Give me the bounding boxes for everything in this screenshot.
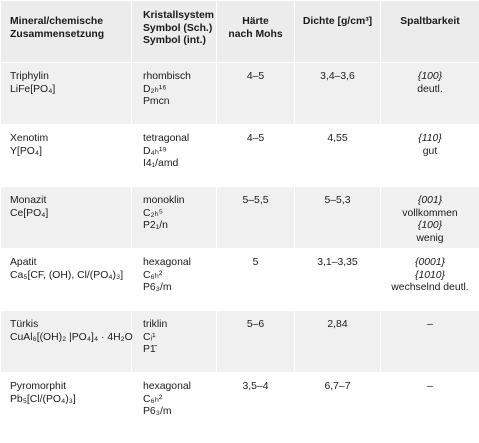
symbol-international: I4₁/amd [143, 158, 179, 170]
haerte-value: 5 [252, 257, 259, 268]
spaltbarkeit-cell: {100} deutl. [380, 62, 479, 125]
haerte-cell: 5 [216, 248, 295, 311]
header-spaltbarkeit: Spaltbarkeit [380, 0, 479, 63]
header-row: Mineral/chemische Zusammensetzung Krista… [0, 0, 479, 63]
kristallsystem: tetragonal [143, 133, 190, 144]
table-row: Triphylin LiFe[PO₄] rhombisch D₂ₕ¹⁶ Pmcn 4–5 3… [0, 62, 479, 125]
spaltbarkeit-plane: {0001} [414, 257, 446, 268]
spaltbarkeit-cell: – [380, 372, 479, 435]
kristallsystem: rhombisch [143, 71, 191, 82]
spaltbarkeit-text: – [427, 319, 433, 330]
mineral-cell: Pyromorphit Pb₅[Cl/(PO₄)₃] [0, 372, 132, 435]
mineral-formula: Ce[PO₄] [10, 207, 49, 219]
table-row: Türkis CuAl₆[(OH)₂ |PO₄]₄ · 4H₂O triklin Cᵢ… [0, 310, 479, 373]
header-haerte: Härte nach Mohs [216, 0, 295, 63]
dichte-cell: 3,1–3,35 [294, 248, 381, 311]
symbol-schoenflies: C₆ₕ² [143, 269, 163, 281]
spaltbarkeit-text: wenig [416, 232, 444, 244]
spaltbarkeit-plane: {110} [418, 133, 442, 144]
kristallsystem: hexagonal [143, 381, 191, 392]
haerte-value: 4–5 [246, 133, 265, 144]
mineral-cell: Apatit Ca₅[CF, (OH), Cl/(PO₄)₃] [0, 248, 132, 311]
symbol-international: P2₁/n [143, 220, 168, 232]
mineral-name: Triphylin [10, 71, 49, 82]
dichte-cell: 3,4–3,6 [294, 62, 381, 125]
mineral-formula: CuAl₆[(OH)₂ |PO₄]₄ · 4H₂O [10, 331, 133, 343]
mineral-cell: Türkis CuAl₆[(OH)₂ |PO₄]₄ · 4H₂O [0, 310, 133, 373]
dichte-value: 6,7–7 [324, 381, 351, 392]
spaltbarkeit-text: gut [422, 145, 438, 157]
kristallsystem: monoklin [143, 195, 185, 206]
header-dichte: Dichte [g/cm³] [294, 0, 381, 63]
header-mineral: Mineral/chemische Zusammensetzung [0, 0, 132, 63]
kristallsystem-cell: tetragonal D₄ₕ¹⁹ I4₁/amd [131, 124, 217, 187]
table-row: Apatit Ca₅[CF, (OH), Cl/(PO₄)₃] hexagonal C… [0, 248, 479, 311]
haerte-value: 3,5–4 [242, 381, 269, 392]
kristallsystem: hexagonal [143, 257, 191, 268]
mineral-name: Pyromorphit [10, 381, 67, 392]
mineral-formula: Y[PO₄] [10, 145, 42, 157]
spaltbarkeit-text: deutl. [417, 83, 443, 95]
mineral-formula: Pb₅[Cl/(PO₄)₃] [10, 393, 76, 405]
kristallsystem-cell: hexagonal C₆ₕ² P6₃/m [131, 372, 217, 435]
symbol-schoenflies: C₂ₕ⁵ [143, 207, 164, 219]
symbol-schoenflies: D₂ₕ¹⁶ [143, 83, 167, 95]
kristallsystem-cell: hexagonal C₆ₕ² P6₃/m [131, 248, 217, 311]
dichte-value: 2,84 [327, 319, 348, 330]
spaltbarkeit-cell: {001} vollkommen {100} wenig [380, 186, 479, 249]
mineral-formula: LiFe[PO₄] [10, 83, 56, 95]
kristallsystem-cell: rhombisch D₂ₕ¹⁶ Pmcn [131, 62, 217, 125]
mineral-name: Monazit [10, 195, 47, 206]
spaltbarkeit-plane: {100} [417, 220, 443, 232]
mineral-name: Xenotim [10, 133, 49, 144]
spaltbarkeit-cell: {110} gut [380, 124, 479, 187]
haerte-value: 5–6 [246, 319, 265, 330]
haerte-value: 5–5,5 [242, 195, 269, 206]
kristallsystem-cell: triklin Cᵢ¹ P1̄ [131, 310, 217, 373]
dichte-cell: 5–5,3 [294, 186, 381, 249]
mineral-formula: Ca₅[CF, (OH), Cl/(PO₄)₃] [10, 269, 124, 281]
spaltbarkeit-text: – [427, 381, 433, 392]
header-kristallsystem: Kristallsystem Symbol (Sch.) Symbol (int… [131, 0, 217, 63]
haerte-value: 4–5 [246, 71, 265, 82]
symbol-schoenflies: Cᵢ¹ [143, 331, 156, 343]
symbol-international: P6₃/m [143, 282, 172, 294]
spaltbarkeit-plane: {1010} [414, 269, 446, 281]
spaltbarkeit-text: vollkommen [402, 207, 458, 219]
symbol-schoenflies: D₄ₕ¹⁹ [143, 145, 167, 157]
mineral-cell: Xenotim Y[PO₄] [0, 124, 132, 187]
symbol-international: Pmcn [143, 96, 170, 108]
symbol-international: P6₃/m [143, 406, 172, 418]
haerte-cell: 3,5–4 [216, 372, 295, 435]
haerte-cell: 4–5 [216, 124, 295, 187]
table-row: Pyromorphit Pb₅[Cl/(PO₄)₃] hexagonal C₆ₕ² P6… [0, 372, 479, 435]
table-row: Monazit Ce[PO₄] monoklin C₂ₕ⁵ P2₁/n 5–5,5 5–5,… [0, 186, 479, 249]
spaltbarkeit-text: wechselnd deutl. [391, 282, 469, 294]
mineral-cell: Triphylin LiFe[PO₄] [0, 62, 132, 125]
dichte-value: 5–5,3 [324, 195, 351, 206]
dichte-cell: 2,84 [294, 310, 381, 373]
haerte-cell: 5–6 [216, 310, 295, 373]
mineral-name: Türkis [10, 319, 39, 330]
kristallsystem: triklin [143, 319, 168, 330]
spaltbarkeit-plane: {100} [417, 71, 443, 82]
dichte-value: 4,55 [327, 133, 348, 144]
mineral-name: Apatit [10, 257, 37, 268]
dichte-value: 3,4–3,6 [320, 71, 355, 82]
mineral-cell: Monazit Ce[PO₄] [0, 186, 132, 249]
spaltbarkeit-cell: {0001} {1010} wechselnd deutl. [380, 248, 479, 311]
kristallsystem-cell: monoklin C₂ₕ⁵ P2₁/n [131, 186, 217, 249]
spaltbarkeit-cell: – [380, 310, 479, 373]
haerte-cell: 5–5,5 [216, 186, 295, 249]
dichte-cell: 6,7–7 [294, 372, 381, 435]
dichte-value: 3,1–3,35 [317, 257, 358, 268]
dichte-cell: 4,55 [294, 124, 381, 187]
spaltbarkeit-plane: {001} [417, 195, 443, 206]
symbol-schoenflies: C₆ₕ² [143, 393, 163, 405]
table-row: Xenotim Y[PO₄] tetragonal D₄ₕ¹⁹ I4₁/amd 4–5 4,… [0, 124, 479, 187]
haerte-cell: 4–5 [216, 62, 295, 125]
symbol-international: P1̄ [143, 344, 156, 356]
